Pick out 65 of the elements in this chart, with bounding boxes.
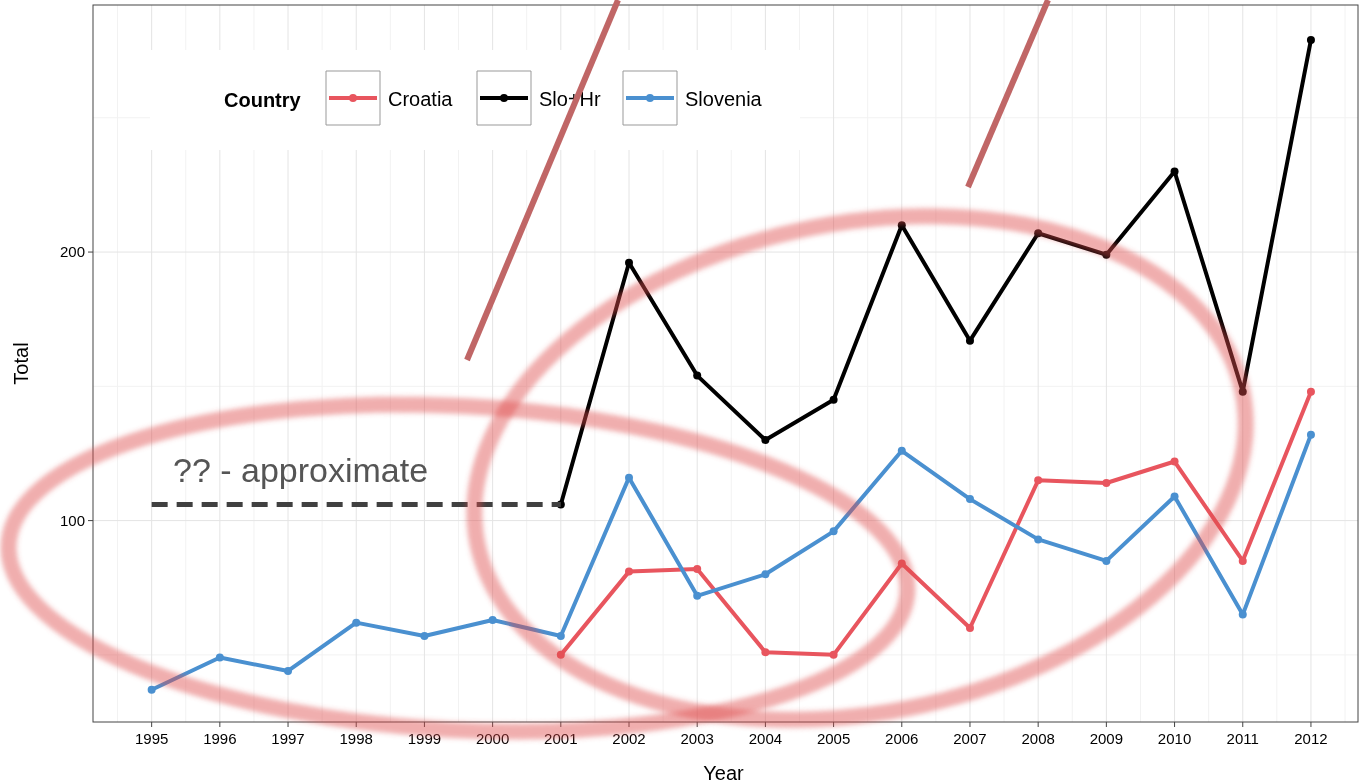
legend-label: Slovenia [685, 88, 763, 110]
point [556, 632, 565, 641]
point [761, 648, 770, 657]
point [625, 473, 634, 482]
point [1306, 430, 1315, 439]
x-tick-label: 2008 [1021, 730, 1055, 747]
point [1034, 229, 1043, 238]
x-tick-label: 2002 [612, 730, 646, 747]
x-tick-label: 1996 [203, 730, 237, 747]
point [1170, 167, 1179, 176]
point [488, 615, 497, 624]
y-tick-label: 100 [59, 511, 85, 529]
point [897, 221, 906, 230]
point [761, 436, 770, 445]
x-tick-label: 2012 [1294, 730, 1328, 747]
x-tick-label: 2000 [475, 730, 510, 747]
point [761, 570, 770, 579]
x-tick-label: 2004 [748, 730, 783, 747]
point [897, 559, 906, 568]
y-tick-label: 200 [59, 243, 85, 261]
x-tick-label: 1995 [134, 730, 169, 747]
point [147, 685, 156, 694]
point [215, 653, 224, 662]
point [1238, 387, 1247, 396]
x-tick-label: 1997 [271, 730, 305, 747]
point [352, 618, 361, 627]
x-tick-label: 2005 [816, 730, 851, 747]
point [897, 446, 906, 455]
point [965, 495, 974, 504]
point [965, 624, 974, 633]
point [1170, 457, 1179, 466]
point [693, 591, 702, 600]
point [965, 336, 974, 345]
point [1102, 479, 1111, 487]
x-axis-title: Year [703, 762, 745, 784]
point [829, 527, 838, 536]
point [1306, 35, 1315, 44]
x-tick-label: 2003 [680, 730, 714, 747]
point [284, 666, 293, 675]
point [1306, 387, 1315, 396]
point [420, 632, 429, 641]
x-tick-label: 2001 [544, 730, 578, 747]
point [829, 650, 838, 659]
point [1170, 492, 1179, 501]
y-axis-title: Total [10, 342, 32, 385]
legend-title: Country [224, 89, 302, 111]
point [1102, 250, 1111, 259]
point [625, 567, 634, 576]
point [693, 564, 702, 573]
x-tick-label: 2010 [1157, 730, 1192, 747]
point [556, 650, 565, 659]
point [829, 395, 838, 404]
x-tick-label: 1998 [339, 730, 373, 747]
x-tick-label: 2007 [953, 730, 987, 747]
legend-label: Croatia [388, 88, 454, 110]
x-tick-label: 2006 [885, 730, 919, 747]
x-tick-label: 2009 [1089, 730, 1124, 747]
point [1034, 476, 1043, 485]
x-tick-label: 1999 [407, 730, 442, 747]
point [625, 258, 634, 267]
point [1102, 556, 1111, 565]
annotation: ?? - approximate [173, 451, 429, 489]
x-tick-label: 2011 [1226, 730, 1259, 747]
point [1034, 535, 1043, 544]
point [693, 371, 702, 380]
